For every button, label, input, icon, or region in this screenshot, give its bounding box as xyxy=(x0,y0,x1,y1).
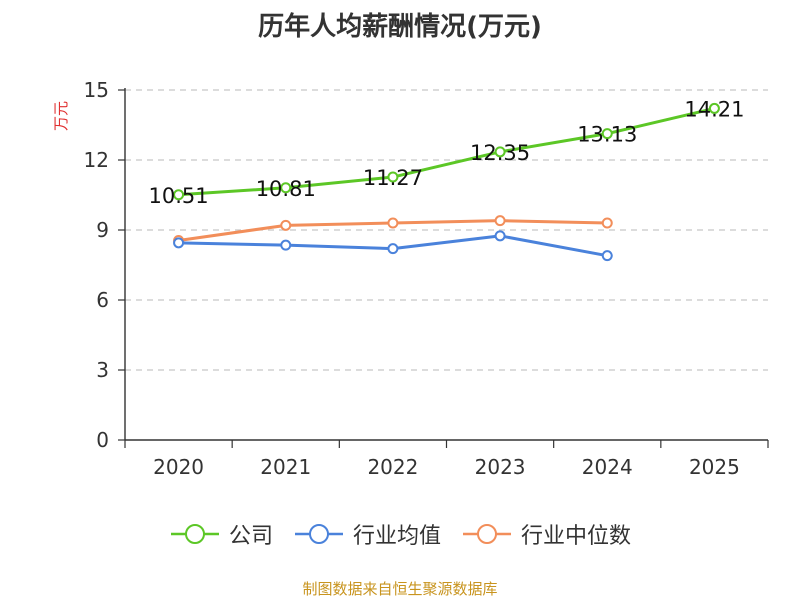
point-s2-2021 xyxy=(280,219,292,231)
point-s1-2021 xyxy=(280,239,292,251)
legend-label-industry-mean: 行业均值 xyxy=(352,524,441,549)
y-tick-label-0: 0 xyxy=(96,428,109,452)
point-s1-2024 xyxy=(601,250,613,262)
legend-item-industry-mean[interactable]: 行业均值 xyxy=(293,518,441,550)
x-tick-label-2022: 2022 xyxy=(367,455,418,479)
legend-label-company: 公司 xyxy=(228,524,273,549)
legend: 公司 行业均值 行业中位数 xyxy=(0,518,800,550)
x-tick-label-2025: 2025 xyxy=(689,455,740,479)
y-tick-label-6: 6 xyxy=(96,288,109,312)
y-axis-label: 万元 xyxy=(52,101,70,132)
point-s2-2023 xyxy=(494,215,506,227)
legend-marker-industry-mean xyxy=(294,524,343,544)
point-s0-2020 xyxy=(173,189,185,201)
x-tick-label-2021: 2021 xyxy=(260,455,311,479)
y-tick-label-9: 9 xyxy=(96,218,109,242)
point-s1-2022 xyxy=(387,243,399,255)
legend-item-company[interactable]: 公司 xyxy=(169,518,273,550)
point-s0-2024 xyxy=(601,128,613,140)
y-tick-label-15: 15 xyxy=(84,78,109,102)
data-label-2021: 10.81 xyxy=(256,177,316,201)
point-s1-2020 xyxy=(173,237,185,249)
data-label-2023: 12.35 xyxy=(470,141,530,165)
point-s2-2022 xyxy=(387,217,399,229)
data-label-2025: 14.21 xyxy=(684,97,744,121)
chart-title: 历年人均薪酬情况(万元) xyxy=(258,12,542,42)
point-s0-2022 xyxy=(387,171,399,183)
x-tick-label-2024: 2024 xyxy=(582,455,633,479)
point-s0-2021 xyxy=(280,182,292,194)
point-s2-2024 xyxy=(601,217,613,229)
legend-label-industry-median: 行业中位数 xyxy=(521,524,632,549)
point-s0-2023 xyxy=(494,146,506,158)
y-tick-label-3: 3 xyxy=(96,358,109,382)
point-s0-2025 xyxy=(708,102,720,114)
legend-marker-industry-median xyxy=(463,524,511,544)
data-source: 制图数据来自恒生聚源数据库 xyxy=(302,580,498,598)
data-label-2024: 13.13 xyxy=(577,123,637,147)
legend-marker-company xyxy=(170,524,219,544)
legend-item-industry-median[interactable]: 行业中位数 xyxy=(461,518,631,550)
x-tick-label-2023: 2023 xyxy=(475,455,526,479)
data-label-2022: 11.27 xyxy=(363,166,423,190)
series-line-0 xyxy=(178,106,715,197)
data-label-2020: 10.51 xyxy=(149,184,209,208)
y-tick-label-12: 12 xyxy=(84,148,109,172)
x-tick-label-2020: 2020 xyxy=(153,455,204,479)
point-s1-2023 xyxy=(494,230,506,242)
